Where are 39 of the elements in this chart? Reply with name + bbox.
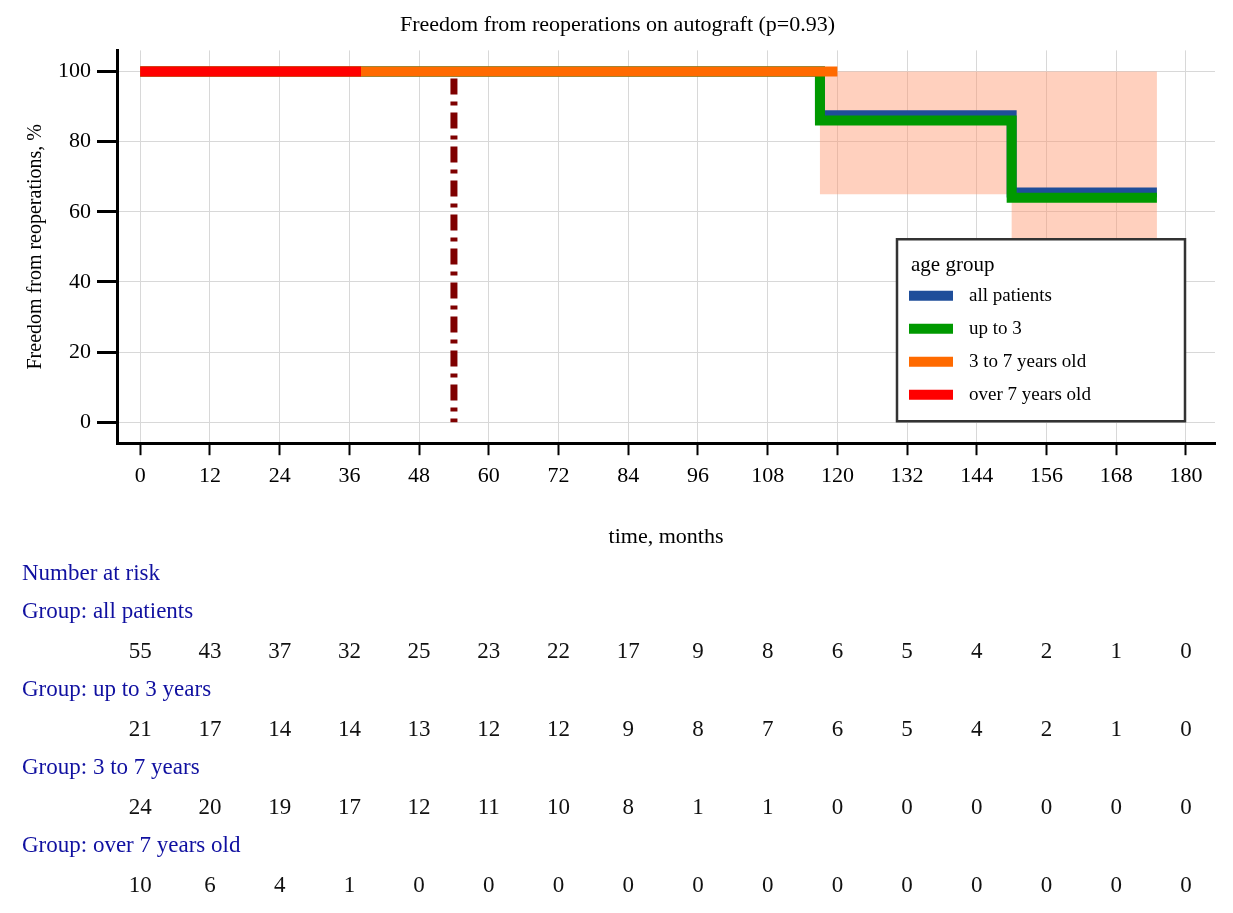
text: 21 17 14 14 13 12 12 9 8 7 6 5 4 2 1 0 <box>128 716 1192 741</box>
x-tick-label: 108 <box>751 462 785 488</box>
x-tick-label: 144 <box>960 462 994 488</box>
x-tick-label: 48 <box>408 462 431 488</box>
y-tick-label: 20 <box>69 337 91 363</box>
x-tick-label: 72 <box>547 462 570 488</box>
legend-label: 3 to 7 years old <box>969 349 1087 371</box>
x-tick-label: 36 <box>338 462 361 488</box>
text: Group: all patients <box>22 598 194 624</box>
text: Group: over 7 years old <box>22 832 241 858</box>
y-tick-label: 40 <box>69 267 91 293</box>
x-tick-label: 24 <box>268 462 291 488</box>
text: Group: 3 to 7 years <box>22 754 200 780</box>
y-tick-label: 80 <box>69 127 91 153</box>
x-tick-label: 12 <box>198 462 221 488</box>
x-axis-title: time, months <box>608 522 724 548</box>
chart-title: Freedom from reoperations on autograft (p=0.93) <box>399 10 836 36</box>
x-tick-label: 60 <box>477 462 500 488</box>
text: 10 6 4 1 0 0 0 0 0 0 0 0 0 0 0 0 <box>128 872 1192 897</box>
x-tick-label: 0 <box>134 462 146 488</box>
x-tick-label: 180 <box>1169 462 1203 488</box>
legend-label: all patients <box>969 283 1052 305</box>
x-tick-label: 96 <box>686 462 709 488</box>
y-axis-title: Freedom from reoperations, % <box>23 124 47 370</box>
text: 24 20 19 17 12 11 10 8 1 1 0 0 0 0 0 0 <box>128 794 1192 819</box>
legend-label: over 7 years old <box>969 382 1092 404</box>
y-tick-label: 60 <box>69 197 91 223</box>
x-tick-label: 84 <box>617 462 640 488</box>
y-tick-label: 0 <box>80 407 91 433</box>
y-tick-label: 100 <box>58 57 91 83</box>
x-tick-label: 168 <box>1099 462 1133 488</box>
legend-label: up to 3 <box>969 316 1022 338</box>
text: 55 43 37 32 25 23 22 17 9 8 6 5 4 2 1 0 <box>128 638 1192 663</box>
legend-title: age group <box>911 251 995 276</box>
x-tick-label: 156 <box>1030 462 1064 488</box>
x-tick-label: 120 <box>820 462 854 488</box>
text: Number at risk <box>22 560 160 586</box>
x-tick-label: 132 <box>890 462 924 488</box>
text: Group: up to 3 years <box>22 676 212 702</box>
